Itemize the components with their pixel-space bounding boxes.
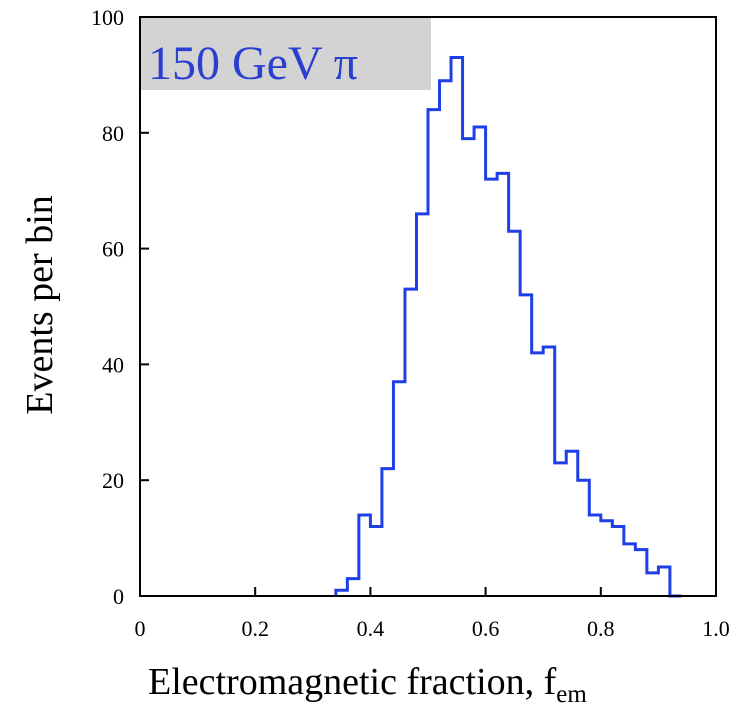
x-tick-label: 0.8 xyxy=(587,616,615,641)
y-tick-label: 40 xyxy=(102,352,124,377)
x-tick-label: 0.2 xyxy=(241,616,269,641)
y-axis-ticks: 0 20 40 60 80 100 xyxy=(91,5,149,609)
x-tick-label: 1.0 xyxy=(702,616,730,641)
series-group xyxy=(334,56,682,598)
x-axis-title-subscript: em xyxy=(556,681,587,708)
histogram-series xyxy=(334,56,682,598)
annotation-background xyxy=(140,18,431,90)
annotation-group: 150 GeV π xyxy=(140,18,431,90)
y-tick-label: 20 xyxy=(102,468,124,493)
y-tick-label: 60 xyxy=(102,237,124,262)
x-tick-label: 0.6 xyxy=(472,616,500,641)
x-axis-ticks: 0 0.2 0.4 0.6 0.8 1.0 xyxy=(135,587,730,641)
x-tick-label: 0 xyxy=(135,616,146,641)
annotation-label: 150 GeV π xyxy=(148,37,358,90)
y-tick-label: 0 xyxy=(113,584,124,609)
y-axis-title: Events per bin xyxy=(19,195,61,415)
x-axis-title: Electromagnetic fraction, fem xyxy=(148,661,587,708)
y-tick-label: 80 xyxy=(102,121,124,146)
y-tick-label: 100 xyxy=(91,5,124,30)
x-axis-title-main: Electromagnetic fraction, f xyxy=(148,661,557,703)
plot-frame xyxy=(139,16,717,597)
x-tick-label: 0.4 xyxy=(357,616,385,641)
